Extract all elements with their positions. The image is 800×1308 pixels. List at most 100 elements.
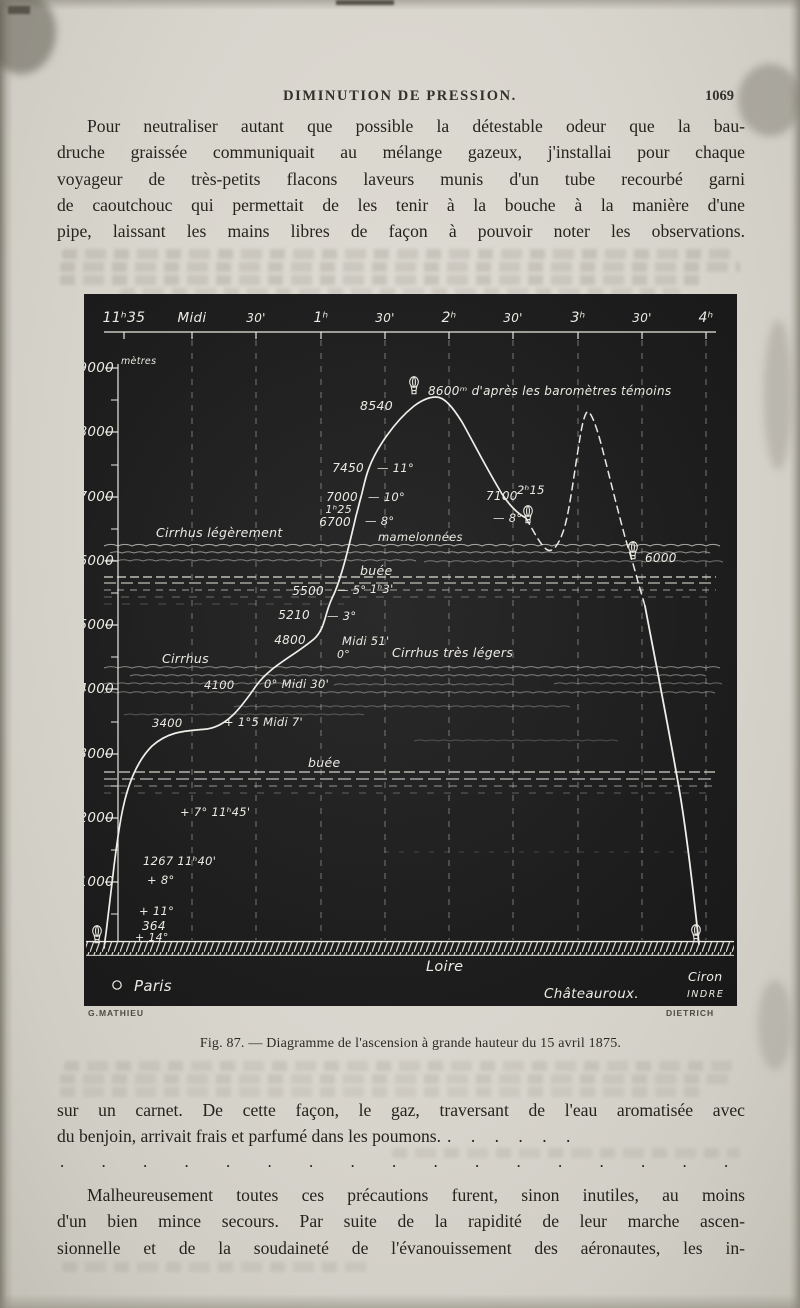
altitude-1267-label: 1267 11ʰ40' [143, 854, 216, 868]
time-2h15-label: 2ʰ15 [517, 483, 545, 497]
cloud-line [103, 543, 721, 547]
engraver-credit-left: G.MATHIEU [88, 1008, 145, 1018]
altitude-3400-label: 3400 [152, 716, 182, 730]
cloud-line [109, 551, 711, 554]
time-1h25-label: 1ʰ25 [325, 503, 352, 516]
bleed-through-line [60, 275, 700, 285]
engraver-credit-right: DIETRICH [666, 1008, 715, 1018]
temp-11h45-label: + 7° 11ʰ45' [180, 805, 250, 819]
time-1h3-label: 1ʰ3' [370, 582, 394, 596]
paper-stain [758, 980, 792, 1070]
temp-label: + 8° [147, 873, 175, 887]
x-tick-label: Midi [178, 310, 207, 326]
altitude-7100-label: 7100 [486, 489, 518, 503]
text-line: voyageur de très-petits flacons laveurs … [57, 168, 745, 189]
altitude-4100-label: 4100 [204, 678, 234, 692]
time-midi7-label: + 1°5 Midi 7' [224, 715, 303, 729]
cloud-line [413, 739, 619, 742]
bleed-through-line [62, 249, 738, 259]
cloud-line [333, 683, 515, 686]
cloud-line [123, 713, 365, 716]
temp-label: — 10° [368, 490, 405, 504]
bleed-through-line [60, 262, 740, 272]
x-tick-label: 30' [632, 311, 651, 325]
altitude-8540-label: 8540 [360, 398, 393, 413]
text-line: sionnelle et de la soudaineté de l'évano… [57, 1237, 745, 1258]
bleed-through-line [392, 1148, 740, 1158]
temp-label: + 11° [139, 904, 174, 918]
half-hour-gridlines [191, 340, 707, 940]
ascent-curve-solid [103, 396, 527, 949]
altitude-4800-label: 4800 [274, 633, 306, 647]
text-line: Pour neutraliser autant que possible la … [87, 116, 745, 136]
cloud-line [553, 682, 723, 685]
cloud-line [233, 705, 571, 708]
time-midi51-label: Midi 51' [342, 634, 389, 648]
y-tick-label: 9000 [84, 360, 114, 376]
text-line: du benjoin, arrivait frais et parfumé da… [57, 1123, 745, 1149]
altitude-5500-label: 5500 [292, 584, 324, 598]
figure-plate: 11ʰ35 Midi 30' 1ʰ 30' 2ʰ 30' 3ʰ 30' 4ʰ 9… [78, 294, 737, 1006]
ground-label-ciron: Ciron [688, 969, 722, 984]
cloud-line [103, 682, 297, 685]
scan-mark [8, 6, 30, 14]
paper-edge-left [0, 0, 13, 1308]
y-tick-label: 3000 [84, 746, 114, 762]
paper-stain [764, 320, 792, 470]
altitude-ticks [105, 367, 118, 915]
ellipsis-dots: . . . . . . [447, 1126, 571, 1147]
time-midi30-label: 0° Midi 30' [264, 677, 329, 691]
x-tick-label: 1ʰ [313, 310, 328, 326]
bleed-through-line [62, 1262, 372, 1272]
altitude-364-label: 364 [142, 919, 166, 933]
y-tick-label: 5000 [84, 617, 114, 633]
bleed-through-line [60, 1087, 700, 1097]
temp-label: — 8° [493, 511, 522, 525]
text-line: d'un bien mince secours. Par suite de la… [57, 1211, 745, 1232]
paris-location-marker [112, 980, 122, 990]
zone-buee-label: buée [360, 563, 392, 578]
temp-label: — 5° [337, 583, 366, 597]
omission-dots-row: . . . . . . . . . . . . . . . . . [60, 1152, 729, 1171]
ground-label-indre: INDRE [687, 989, 724, 1000]
cloud-line [103, 666, 721, 669]
text-line: Malheureusement toutes ces précautions f… [87, 1185, 745, 1205]
altitude-7000-label: 7000 [326, 490, 358, 504]
x-tick-label: 2ʰ [441, 310, 456, 326]
y-tick-label: 8000 [84, 424, 114, 440]
figure-caption: Fig. 87. — Diagramme de l'ascension à gr… [199, 1036, 622, 1051]
text-line: de caoutchouc qui permettait de les teni… [57, 194, 745, 215]
paper-edge-bottom [0, 1294, 800, 1308]
scan-mark [336, 0, 394, 5]
ground-label-chateauroux: Châteauroux. [544, 986, 639, 1002]
x-tick-label: 30' [375, 311, 394, 325]
cloud-line [129, 674, 707, 677]
paper-edge-right [789, 0, 800, 1308]
landing-curve-solid [644, 605, 700, 945]
zone-buee-label: buée [308, 755, 340, 770]
y-tick-label: 4000 [84, 681, 114, 697]
page-number: 1069 [705, 88, 734, 104]
zone-cirrhus-legerement-label: Cirrhus légèrement [156, 525, 283, 540]
paragraph-1: Pour neutraliser autant que possible la … [57, 113, 745, 244]
text-line: druche graissée communiquait au mélange … [57, 142, 745, 163]
paper-edge-top [0, 0, 800, 10]
x-tick-label: 3ʰ [570, 310, 585, 326]
paragraph-3: Malheureusement toutes ces précautions f… [57, 1182, 745, 1261]
cloud-line [423, 560, 724, 563]
altitude-7450-label: 7450 [332, 461, 364, 475]
balloon-icon-departure [92, 925, 102, 944]
running-header-title: DIMINUTION DE PRESSION. [283, 88, 517, 104]
cloud-line [103, 691, 716, 694]
y-axis-unit: mètres [121, 356, 156, 367]
bleed-through-line [60, 1074, 736, 1084]
ground-label-loire: Loire [426, 959, 463, 975]
y-tick-label: 6000 [84, 553, 114, 569]
temp-label: — 11° [377, 461, 414, 475]
temp-label: — 3° [327, 609, 356, 623]
paragraph-2: sur un carnet. De cette façon, le gaz, t… [57, 1097, 745, 1150]
cloud-squiggle-lines [103, 543, 724, 742]
zone-cirrhus-label: Cirrhus [162, 651, 209, 666]
ascension-chart: 11ʰ35 Midi 30' 1ʰ 30' 2ʰ 30' 3ʰ 30' 4ʰ 9… [78, 310, 734, 1002]
